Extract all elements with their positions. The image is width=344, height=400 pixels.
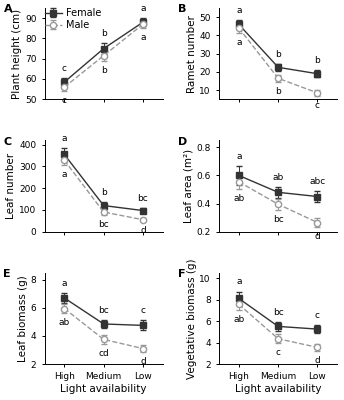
Text: abc: abc — [309, 177, 325, 186]
Text: a: a — [140, 4, 146, 13]
Text: c: c — [62, 96, 67, 105]
Text: a: a — [62, 170, 67, 179]
Text: a: a — [236, 152, 241, 161]
Text: b: b — [275, 50, 281, 59]
Text: bc: bc — [273, 215, 283, 224]
Text: b: b — [101, 66, 107, 75]
Text: D: D — [178, 137, 187, 147]
Text: b: b — [315, 56, 320, 65]
Text: ab: ab — [233, 315, 245, 324]
Text: a: a — [140, 33, 146, 42]
Text: d: d — [140, 226, 146, 236]
Text: c: c — [315, 311, 320, 320]
Text: B: B — [178, 4, 186, 14]
Text: d: d — [140, 357, 146, 366]
Text: b: b — [101, 30, 107, 38]
Y-axis label: Leaf biomass (g): Leaf biomass (g) — [18, 275, 28, 362]
Y-axis label: Leaf number: Leaf number — [6, 153, 17, 219]
Text: bc: bc — [98, 306, 109, 315]
Legend: Female, Male: Female, Male — [45, 8, 101, 30]
Text: ab: ab — [272, 173, 284, 182]
Text: C: C — [3, 137, 12, 147]
Y-axis label: Leaf area (m²): Leaf area (m²) — [184, 149, 194, 223]
Text: d: d — [315, 232, 320, 241]
Text: c: c — [140, 306, 146, 316]
Y-axis label: Vegetative biomass (g): Vegetative biomass (g) — [186, 258, 197, 379]
Text: bc: bc — [273, 308, 283, 316]
Text: b: b — [275, 87, 281, 96]
Text: A: A — [3, 4, 12, 14]
Text: F: F — [178, 269, 185, 279]
Text: c: c — [276, 348, 281, 357]
X-axis label: Light availability: Light availability — [235, 384, 321, 394]
Text: ab: ab — [233, 194, 245, 203]
Text: bc: bc — [98, 220, 109, 229]
Text: b: b — [101, 188, 107, 197]
Text: d: d — [315, 356, 320, 365]
Text: a: a — [236, 6, 241, 15]
Text: bc: bc — [138, 194, 148, 203]
Text: c: c — [315, 101, 320, 110]
Y-axis label: Plant height (cm): Plant height (cm) — [12, 8, 22, 99]
Text: cd: cd — [98, 349, 109, 358]
Text: a: a — [236, 38, 241, 47]
Text: E: E — [3, 269, 11, 279]
Text: a: a — [62, 279, 67, 288]
X-axis label: Light availability: Light availability — [61, 384, 147, 394]
Text: a: a — [236, 278, 241, 286]
Text: a: a — [62, 134, 67, 143]
Text: c: c — [62, 64, 67, 73]
Text: ab: ab — [59, 318, 70, 328]
Y-axis label: Ramet number: Ramet number — [186, 15, 197, 92]
